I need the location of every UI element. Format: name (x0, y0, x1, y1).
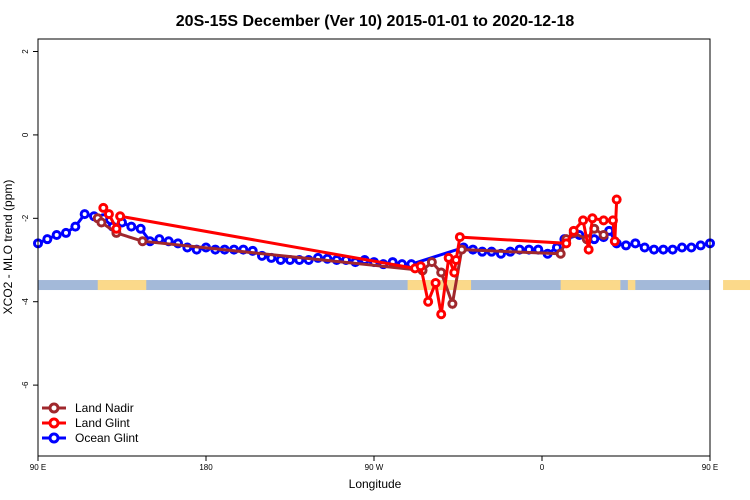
series-line-land-glint (102, 199, 619, 315)
land-segment-3 (560, 280, 621, 291)
point-land-nadir-9 (555, 248, 566, 259)
point-land-glint-2 (111, 223, 122, 234)
point-ocean-glint-59 (630, 238, 641, 249)
point-land-glint-9 (443, 252, 454, 263)
point-land-glint-11 (451, 255, 462, 266)
land-segment-2 (430, 280, 472, 291)
point-ocean-glint-58 (621, 240, 631, 251)
point-land-glint-14 (568, 225, 579, 236)
point-land-nadir-1 (96, 217, 107, 228)
chart-title: 20S-15S December (Ver 10) 2015-01-01 to … (176, 13, 575, 30)
point-land-glint-19 (607, 215, 618, 226)
point-ocean-glint-26 (275, 255, 286, 266)
point-ocean-glint-11 (135, 223, 146, 234)
x-tick-label: 180 (199, 463, 213, 472)
point-land-nadir-6 (436, 267, 447, 278)
point-ocean-glint-61 (649, 244, 659, 255)
ocean-band (38, 280, 710, 291)
point-ocean-glint-54 (589, 234, 600, 245)
point-land-glint-1 (103, 209, 114, 220)
point-land-glint-8 (436, 309, 447, 320)
y-tick-label: 0 (21, 132, 30, 137)
series-land-glint (98, 194, 622, 320)
y-tick-label: -6 (21, 381, 30, 389)
point-land-glint-6 (423, 296, 434, 307)
x-axis-label: Longitude (349, 477, 402, 491)
point-land-glint-7 (430, 277, 441, 288)
point-ocean-glint-1 (42, 234, 53, 245)
legend-item-ocean-glint: Ocean Glint (42, 431, 139, 445)
series-layer (33, 194, 715, 320)
point-ocean-glint-66 (695, 240, 706, 251)
y-axis: 2 0 -2 -4 -6 (21, 49, 38, 389)
y-axis-label: XCO2 - MLO trend (ppm) (1, 180, 15, 315)
point-land-glint-16 (583, 244, 594, 255)
point-ocean-glint-65 (686, 242, 697, 253)
legend-label: Land Glint (75, 416, 130, 430)
legend-label: Ocean Glint (75, 431, 139, 445)
land-segment-4 (627, 280, 636, 291)
y-tick-label: -2 (21, 214, 30, 222)
legend-label: Land Nadir (75, 401, 134, 415)
point-ocean-glint-3 (61, 227, 71, 238)
point-ocean-glint-62 (658, 244, 669, 255)
land-segment-5 (723, 280, 750, 291)
point-land-glint-18 (598, 215, 609, 226)
point-land-glint-5 (415, 261, 426, 272)
legend-marker (48, 402, 60, 414)
land-ocean-band (38, 280, 750, 291)
point-land-nadir-5 (426, 257, 437, 268)
point-land-glint-12 (454, 232, 465, 243)
point-land-glint-3 (115, 211, 126, 222)
point-ocean-glint-63 (667, 244, 678, 255)
land-segment-0 (97, 280, 147, 291)
x-tick-label: 90 E (30, 463, 46, 472)
y-tick-label: 2 (21, 49, 30, 54)
x-tick-label: 0 (540, 463, 545, 472)
legend-item-land-nadir: Land Nadir (42, 401, 134, 415)
y-tick-label: -4 (21, 298, 30, 306)
point-land-glint-20 (609, 236, 620, 247)
point-ocean-glint-64 (677, 242, 687, 253)
legend-marker (48, 417, 60, 429)
point-ocean-glint-60 (639, 242, 650, 253)
legend-item-land-glint: Land Glint (42, 416, 130, 430)
point-land-glint-15 (578, 215, 589, 226)
point-ocean-glint-10 (126, 221, 137, 232)
point-land-nadir-7 (447, 298, 458, 309)
point-land-glint-0 (98, 202, 109, 213)
point-ocean-glint-5 (79, 209, 90, 220)
point-land-glint-10 (449, 267, 460, 278)
plot-frame (37, 38, 711, 457)
x-axis: 90 E 180 90 W 0 90 E (30, 456, 718, 472)
point-land-glint-21 (611, 194, 622, 205)
point-land-nadir-14 (598, 229, 609, 240)
x-tick-label: 90 E (702, 463, 718, 472)
legend-marker (48, 432, 60, 444)
x-tick-label: 90 W (365, 463, 384, 472)
point-ocean-glint-4 (70, 221, 81, 232)
point-land-glint-17 (587, 213, 598, 224)
point-land-glint-13 (561, 238, 572, 249)
point-land-nadir-3 (137, 236, 148, 247)
point-ocean-glint-2 (51, 229, 62, 240)
land-segment-1 (407, 280, 445, 291)
